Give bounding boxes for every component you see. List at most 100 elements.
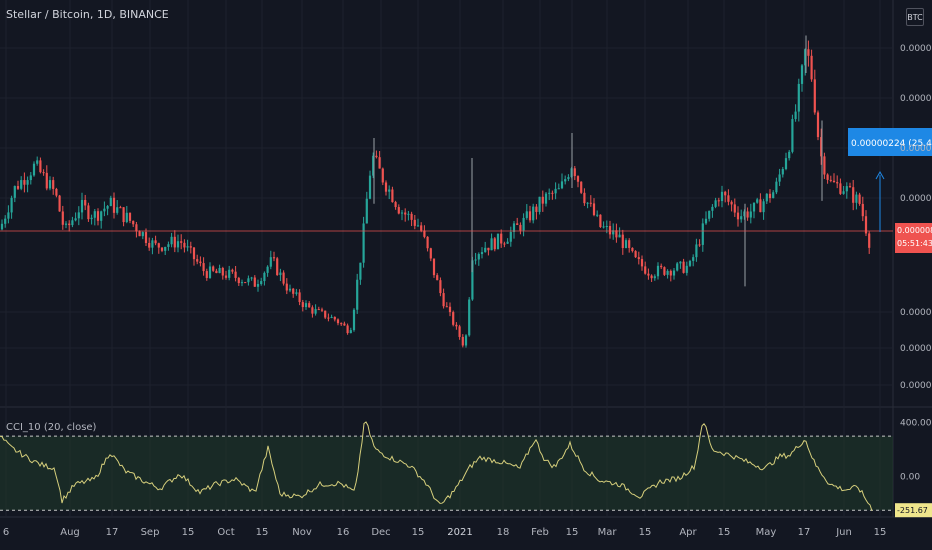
candle-body bbox=[221, 267, 224, 276]
x-tick-label: 15 bbox=[639, 527, 652, 538]
candle-body bbox=[852, 187, 855, 203]
candle-body bbox=[493, 238, 496, 250]
currency-badge[interactable]: BTC bbox=[906, 8, 924, 26]
candle-body bbox=[106, 206, 109, 209]
x-tick-label: 16 bbox=[337, 527, 350, 538]
candle-body bbox=[42, 172, 45, 174]
candle-body bbox=[586, 202, 589, 204]
candle-body bbox=[288, 288, 292, 291]
cci-y-tick-label: 0.00 bbox=[900, 472, 920, 482]
candle-body bbox=[116, 207, 119, 213]
x-tick-label: Mar bbox=[598, 527, 618, 538]
candle-body bbox=[704, 218, 708, 224]
candle-body bbox=[695, 244, 698, 258]
candle-body bbox=[205, 271, 208, 278]
candle-body bbox=[356, 279, 359, 310]
cci-last-value: -251.67 bbox=[897, 506, 928, 515]
x-tick-label: 15 bbox=[256, 527, 269, 538]
x-tick-label: 15 bbox=[412, 527, 425, 538]
candle-body bbox=[128, 212, 132, 221]
candle-body bbox=[564, 179, 567, 182]
candle-body bbox=[749, 211, 752, 218]
candle-body bbox=[87, 205, 90, 220]
y-tick-label: 0.00001000 bbox=[900, 194, 932, 204]
candle-body bbox=[77, 212, 80, 219]
y-tick-label: 0.00001600 bbox=[900, 44, 932, 54]
candle-body bbox=[164, 246, 167, 251]
candlestick-series bbox=[0, 35, 871, 348]
candle-body bbox=[388, 189, 391, 192]
candle-body bbox=[183, 242, 186, 248]
candle-body bbox=[244, 282, 247, 284]
candle-body bbox=[685, 265, 688, 273]
candle-body bbox=[52, 180, 55, 189]
candle-body bbox=[292, 288, 295, 294]
candle-body bbox=[410, 213, 413, 220]
candle-body bbox=[240, 282, 244, 284]
x-tick-label: 15 bbox=[874, 527, 887, 538]
candle-body bbox=[660, 265, 663, 268]
chart-title: Stellar / Bitcoin, 1D, BINANCE bbox=[6, 8, 169, 21]
candle-body bbox=[10, 197, 13, 213]
candle-body bbox=[797, 83, 800, 112]
candle-body bbox=[29, 175, 32, 181]
x-tick-label: Aug bbox=[60, 527, 80, 538]
candle-body bbox=[868, 233, 871, 248]
candle-body bbox=[621, 234, 624, 248]
cci-y-tick-label: 400.00 bbox=[900, 419, 932, 429]
candle-body bbox=[445, 306, 448, 308]
x-tick-label: Nov bbox=[292, 527, 312, 538]
candle-body bbox=[154, 240, 157, 244]
candle-body bbox=[567, 177, 570, 180]
candle-body bbox=[39, 160, 42, 173]
candle-body bbox=[234, 271, 237, 278]
candle-body bbox=[74, 218, 77, 221]
candle-body bbox=[112, 197, 116, 213]
candle-body bbox=[304, 303, 308, 308]
candle-body bbox=[474, 259, 477, 261]
candle-body bbox=[647, 273, 650, 276]
candle-body bbox=[832, 180, 836, 183]
candle-body bbox=[487, 247, 490, 251]
candle-body bbox=[32, 163, 36, 176]
candle-body bbox=[215, 270, 218, 274]
candle-body bbox=[532, 206, 535, 221]
candle-body bbox=[688, 260, 692, 266]
candle-body bbox=[455, 324, 458, 327]
x-tick-label: Sep bbox=[141, 527, 160, 538]
candle-body bbox=[135, 224, 138, 232]
candle-body bbox=[708, 210, 711, 219]
candle-body bbox=[535, 206, 538, 212]
candle-body bbox=[560, 181, 564, 189]
candle-body bbox=[352, 309, 356, 331]
candle-body bbox=[324, 310, 327, 318]
x-tick-label: 15 bbox=[566, 527, 579, 538]
candle-body bbox=[583, 192, 586, 204]
candle-body bbox=[679, 261, 682, 264]
candle-body bbox=[109, 197, 112, 207]
candle-body bbox=[612, 230, 615, 235]
candle-body bbox=[119, 207, 122, 209]
y-tick-label: 0.00000450 bbox=[900, 344, 932, 354]
x-tick-label: Jun bbox=[835, 527, 852, 538]
candle-body bbox=[269, 257, 272, 267]
candle-body bbox=[717, 200, 720, 202]
candle-body bbox=[285, 283, 288, 291]
candle-body bbox=[509, 231, 512, 242]
candle-body bbox=[180, 241, 183, 243]
candle-body bbox=[71, 220, 74, 226]
candle-body bbox=[122, 207, 125, 223]
candle-body bbox=[525, 211, 528, 218]
candle-body bbox=[141, 232, 144, 237]
x-tick-label: May bbox=[756, 527, 777, 538]
candle-body bbox=[839, 183, 842, 194]
candle-body bbox=[250, 277, 253, 279]
y-tick-label: 0.00001200 bbox=[900, 144, 932, 154]
candle-body bbox=[132, 220, 135, 225]
candle-body bbox=[231, 269, 234, 272]
candle-body bbox=[160, 247, 164, 251]
y-tick-label: 0.00000310 bbox=[900, 381, 932, 391]
last-price-badge bbox=[895, 223, 932, 253]
candle-body bbox=[826, 174, 829, 180]
